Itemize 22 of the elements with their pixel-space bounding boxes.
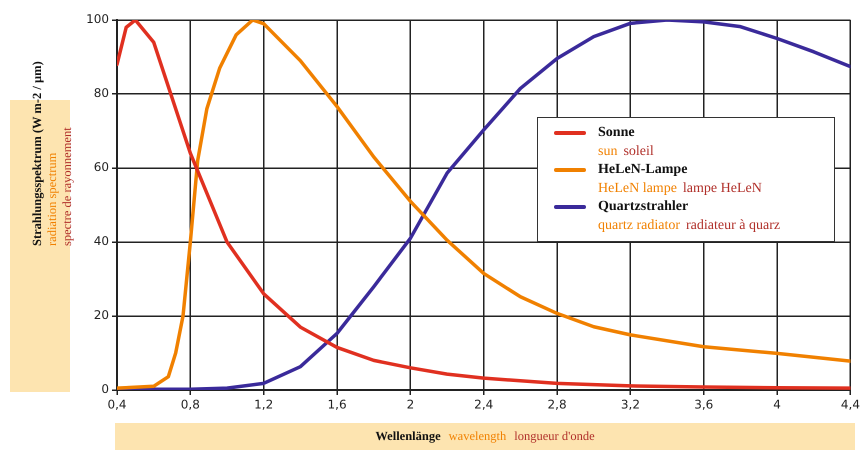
legend-label: Sonne sun soleil [598, 124, 654, 158]
y-tick-label: 80 [94, 86, 109, 100]
x-axis-title: Wellenlänge wavelength longueur d'onde [375, 429, 595, 443]
x-tick-label: 2,4 [474, 397, 494, 412]
y-axis-title: Strahlungsspektrum (W m-2 / µm) radiation spectrum spectre de rayonnement [30, 61, 75, 246]
x-tick-label: 1,6 [327, 397, 347, 412]
x-tick-label: 3,6 [694, 397, 714, 412]
y-tick-label: 40 [94, 234, 109, 248]
x-tick-label: 1,2 [254, 397, 274, 412]
x-tick-label: 0,8 [180, 397, 200, 412]
x-tick-label: 2 [406, 397, 414, 412]
x-tick-label: 4,4 [840, 397, 860, 412]
legend-label: Quartzstrahler quartz radiator radiateur à quarz [598, 198, 780, 232]
y-tick-label: 100 [86, 12, 109, 26]
x-tick-label: 0,4 [107, 397, 127, 412]
y-tick-label: 20 [94, 308, 109, 322]
legend-label: HeLeN-Lampe HeLeN lampe lampe HeLeN [598, 161, 762, 196]
y-tick-label: 0 [101, 382, 109, 396]
y-tick-label: 60 [94, 160, 109, 174]
x-tick-label: 2,8 [548, 397, 567, 412]
x-tick-label: 3,2 [620, 397, 640, 412]
x-tick-label: 4 [773, 397, 781, 412]
